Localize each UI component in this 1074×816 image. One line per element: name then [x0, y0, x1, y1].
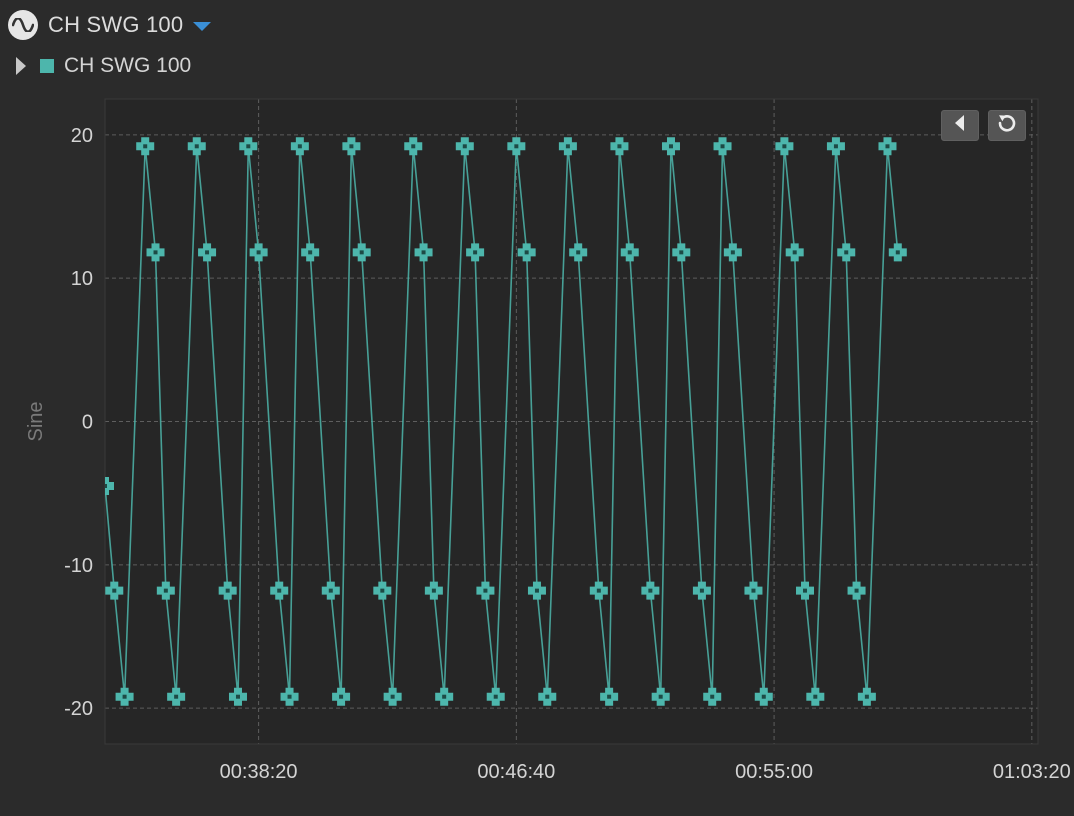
data-point-marker-center: [833, 144, 838, 149]
data-point-marker-center: [514, 144, 519, 149]
data-point-marker-center: [493, 694, 498, 699]
data-point-marker-center: [421, 250, 426, 255]
series-color-swatch: [40, 59, 54, 73]
triangle-left-icon: [953, 114, 967, 137]
data-point-marker-center: [339, 694, 344, 699]
x-tick-label: 01:03:20: [993, 761, 1071, 783]
data-point-marker-center: [163, 588, 168, 593]
y-tick-label: -10: [64, 555, 93, 577]
legend-row: CH SWG 100: [16, 52, 191, 80]
data-point-marker-center: [235, 694, 240, 699]
data-point-marker-center: [112, 588, 117, 593]
data-point-marker-center: [524, 250, 529, 255]
triangle-right-icon[interactable]: [16, 57, 26, 75]
x-tick-label: 00:38:20: [220, 761, 298, 783]
data-point-marker-center: [576, 250, 581, 255]
data-point-marker-center: [308, 250, 313, 255]
y-tick-label: 20: [71, 125, 93, 147]
data-point-marker-center: [143, 144, 148, 149]
data-point-marker-center: [679, 250, 684, 255]
data-point-marker-center: [720, 144, 725, 149]
data-point-marker-center: [699, 588, 704, 593]
data-point-marker-center: [431, 588, 436, 593]
data-point-marker-center: [287, 694, 292, 699]
data-point-marker-center: [328, 588, 333, 593]
data-point-marker-center: [792, 250, 797, 255]
legend-series-label: CH SWG 100: [64, 54, 192, 77]
data-point-marker-center: [596, 588, 601, 593]
x-tick-label: 00:46:40: [477, 761, 555, 783]
data-point-marker-center: [658, 694, 663, 699]
data-point-marker-center: [607, 694, 612, 699]
data-point-marker-center: [885, 144, 890, 149]
data-point-marker-center: [668, 144, 673, 149]
data-point-marker-center: [105, 484, 107, 488]
data-point-marker-center: [194, 144, 199, 149]
data-point-marker-center: [617, 144, 622, 149]
data-point-marker-center: [380, 588, 385, 593]
data-point-marker-center: [751, 588, 756, 593]
plot-border: [104, 98, 1039, 745]
data-point-marker-center: [545, 694, 550, 699]
data-point-marker-center: [782, 144, 787, 149]
data-point-marker-center: [895, 250, 900, 255]
data-point-marker-center: [349, 144, 354, 149]
data-point-marker-center: [174, 694, 179, 699]
data-point-marker-center: [844, 250, 849, 255]
data-point-marker-center: [803, 588, 808, 593]
data-point-marker-center: [277, 588, 282, 593]
y-axis-title: Sine: [25, 401, 47, 441]
data-point-marker-center: [648, 588, 653, 593]
data-point-marker-center: [462, 144, 467, 149]
data-point-marker-center: [473, 250, 478, 255]
data-point-marker-center: [359, 250, 364, 255]
caret-down-icon[interactable]: [193, 21, 212, 31]
data-point-marker-center: [761, 694, 766, 699]
data-point-marker-center: [534, 588, 539, 593]
data-point-marker-center: [710, 694, 715, 699]
data-point-marker-center: [246, 144, 251, 149]
x-tick-label: 00:55:00: [735, 761, 813, 783]
data-point-marker-center: [854, 588, 859, 593]
data-point-marker-center: [864, 694, 869, 699]
pan-back-button[interactable]: [941, 110, 979, 141]
data-point-marker-center: [483, 588, 488, 593]
data-point-marker-center: [122, 694, 127, 699]
reset-zoom-button[interactable]: [988, 110, 1026, 141]
data-point-marker-center: [205, 250, 210, 255]
reset-icon: [996, 112, 1018, 139]
data-point-marker-center: [442, 694, 447, 699]
data-point-marker-center: [390, 694, 395, 699]
y-tick-label: -20: [64, 698, 93, 720]
data-point-marker-center: [565, 144, 570, 149]
y-tick-label: 0: [82, 412, 93, 434]
sine-wave-icon: [8, 10, 38, 40]
data-point-marker-center: [256, 250, 261, 255]
data-point-marker-center: [153, 250, 158, 255]
data-point-marker[interactable]: [96, 477, 114, 495]
data-point-marker-center: [730, 250, 735, 255]
chart-header: CH SWG 100: [8, 8, 212, 42]
data-point-marker-center: [627, 250, 632, 255]
data-point-marker-center: [297, 144, 302, 149]
data-point-marker-center: [813, 694, 818, 699]
data-point-marker-center: [225, 588, 230, 593]
y-tick-label: 10: [71, 268, 93, 290]
series-group: [96, 137, 907, 706]
channel-title[interactable]: CH SWG 100: [48, 12, 184, 37]
data-point-marker-center: [411, 144, 416, 149]
